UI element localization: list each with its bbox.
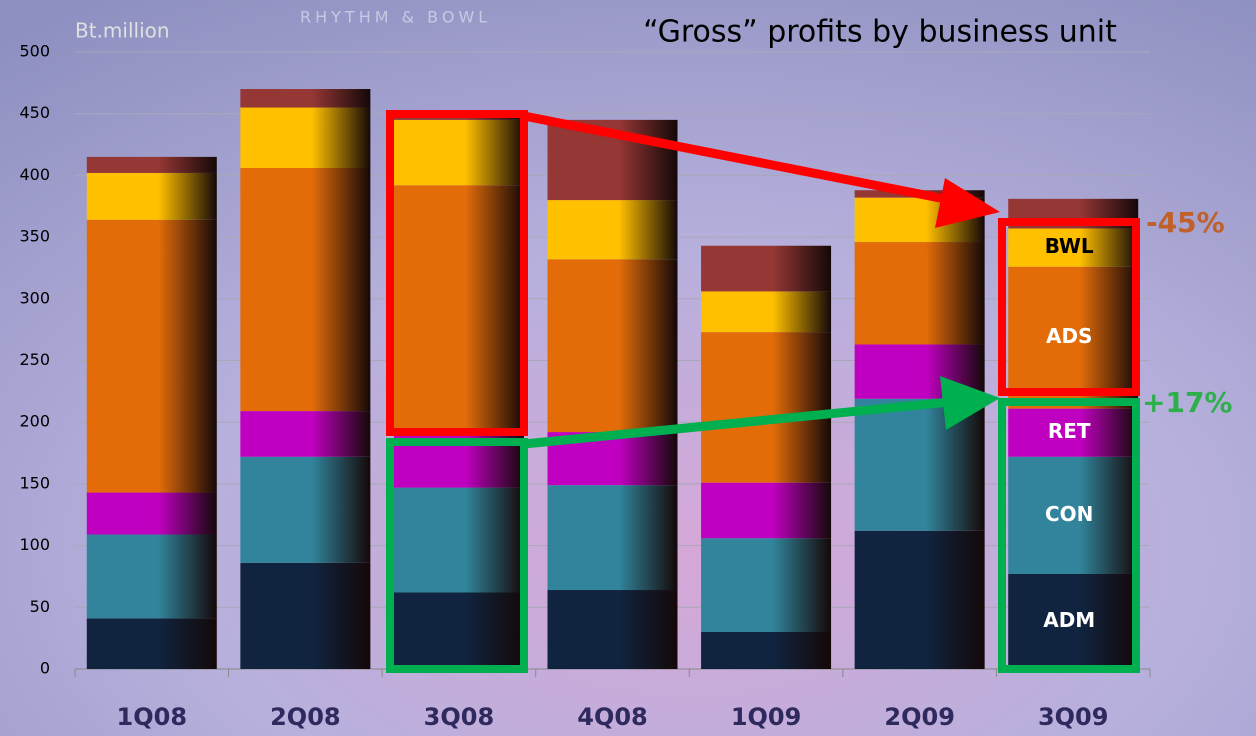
x-tick-label: 2Q08	[270, 703, 341, 731]
y-tick-label: 0	[40, 659, 50, 678]
arrow-head	[940, 376, 1000, 430]
bar-segment	[1008, 573, 1139, 669]
arrow-head	[935, 178, 1000, 228]
y-tick-label: 300	[19, 288, 50, 307]
highlight-box	[998, 398, 1140, 673]
bar-segment	[240, 562, 371, 669]
annotation: +17%	[1142, 386, 1232, 419]
annotation: -45%	[1146, 206, 1225, 239]
y-axis-label: Bt.million	[75, 19, 170, 43]
bar-segment	[86, 492, 217, 535]
bar-segment	[240, 167, 371, 412]
bar-segment	[854, 398, 985, 531]
bar-segment	[1008, 228, 1139, 267]
bar-segment	[86, 156, 217, 173]
x-tick-label: 1Q09	[731, 703, 802, 731]
background-text: RHYTHM & BOWL	[300, 8, 491, 27]
y-tick-label: 50	[30, 597, 50, 616]
bar-segment	[701, 538, 832, 632]
arrow	[523, 397, 951, 449]
bar-segment	[86, 618, 217, 669]
y-tick-label: 500	[19, 42, 50, 61]
bar-segment	[701, 631, 832, 669]
bar-segment	[547, 259, 678, 433]
bar-segment	[393, 116, 524, 120]
bar-segment	[701, 245, 832, 292]
bar-segment	[701, 332, 832, 483]
bar-segment	[854, 242, 985, 345]
chart-title: “Gross” profits by business unit	[643, 15, 1117, 50]
y-tick-label: 450	[19, 103, 50, 122]
highlight-box	[998, 218, 1140, 396]
bar-segment	[393, 592, 524, 669]
arrow	[523, 111, 951, 205]
bar-segment	[547, 200, 678, 260]
bar-segment	[86, 172, 217, 220]
x-tick-label: 1Q08	[117, 703, 188, 731]
y-tick-label: 200	[19, 412, 50, 431]
series-label: CON	[1045, 502, 1093, 526]
bar-segment	[1008, 266, 1139, 409]
x-tick-label: 3Q09	[1038, 703, 1109, 731]
highlight-box	[386, 110, 528, 436]
bar-segment	[393, 119, 524, 186]
y-tick-label: 350	[19, 227, 50, 246]
y-tick-label: 150	[19, 473, 50, 492]
series-label: ADM	[1043, 608, 1095, 632]
y-tick-label: 100	[19, 535, 50, 554]
x-tick-label: 3Q08	[424, 703, 495, 731]
bar-segment	[86, 534, 217, 619]
bar-segment	[240, 107, 371, 168]
bar-segment	[1008, 408, 1139, 457]
bar-segment	[240, 411, 371, 457]
bar-segment	[701, 291, 832, 333]
bar-segment	[240, 89, 371, 108]
bar-segment	[86, 219, 217, 493]
y-tick-label: 400	[19, 165, 50, 184]
bar-segment	[1008, 456, 1139, 574]
x-tick-label: 2Q09	[884, 703, 955, 731]
x-tick-label: 4Q08	[577, 703, 648, 731]
series-label: ADS	[1046, 324, 1092, 348]
bar-segment	[547, 485, 678, 591]
highlight-box	[386, 438, 528, 673]
series-label: RET	[1048, 419, 1091, 443]
bar-segment	[240, 456, 371, 563]
bar-segment	[701, 482, 832, 539]
series-label: BWL	[1045, 234, 1094, 258]
bar-segment	[547, 590, 678, 669]
bar-segment	[393, 487, 524, 593]
highlights: -45% +17% ADM CON RET ADS BWL	[386, 110, 1232, 673]
bar-segment	[854, 530, 985, 669]
y-tick-label: 250	[19, 350, 50, 369]
bar-segment	[393, 185, 524, 433]
